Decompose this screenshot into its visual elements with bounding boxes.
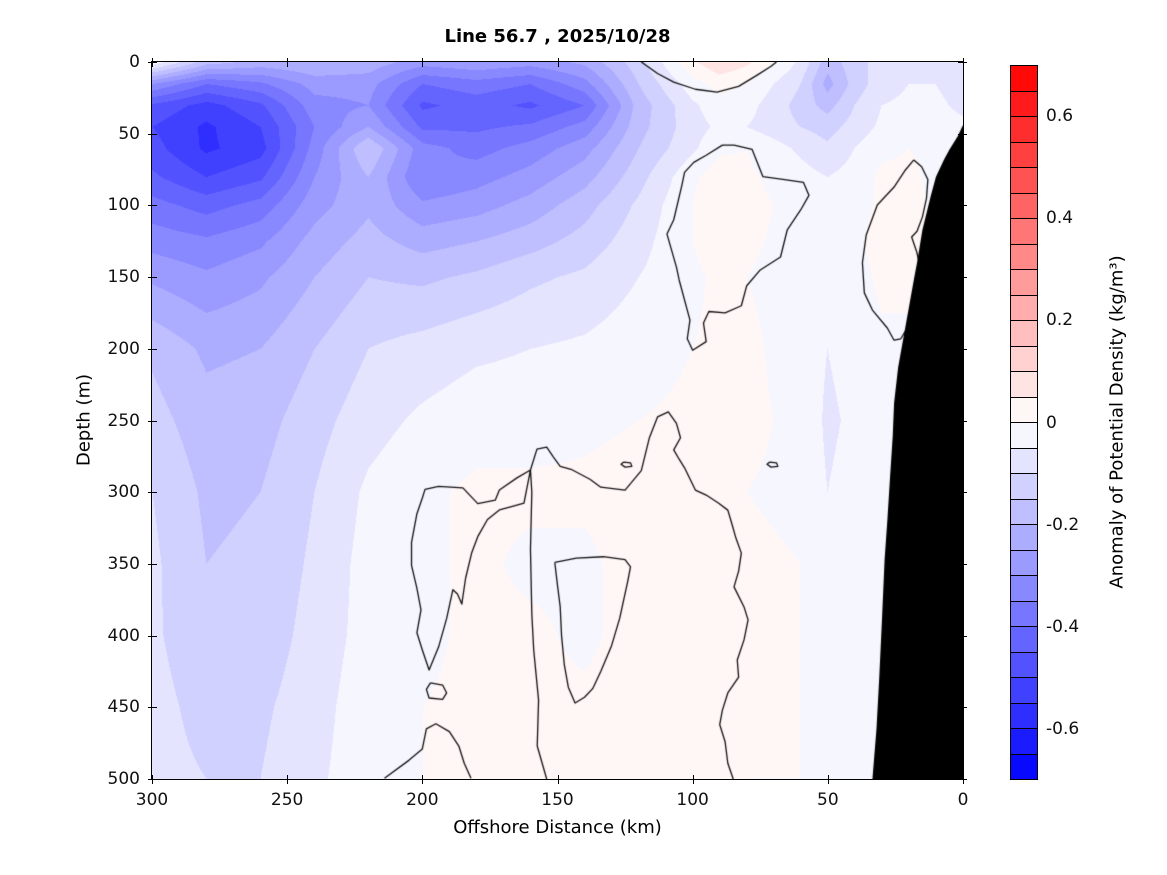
x-tick-top: [827, 58, 829, 67]
colorbar-segment: [1011, 320, 1037, 346]
colorbar-segment: [1011, 294, 1037, 320]
colorbar-segment: [1011, 192, 1037, 218]
y-tick-label: 500: [107, 769, 140, 789]
x-axis-label: Offshore Distance (km): [453, 817, 662, 838]
colorbar-segment: [1011, 66, 1037, 91]
y-tick-label: 250: [107, 410, 140, 431]
y-tick-label: 200: [107, 338, 140, 359]
y-tick-label: 400: [107, 625, 140, 646]
x-tick-label: 250: [270, 790, 304, 810]
x-tick-label: 50: [817, 790, 839, 810]
y-tick-label: 150: [107, 267, 140, 288]
y-tick: [148, 563, 157, 565]
y-tick: [148, 62, 157, 63]
colorbar-tick-label: -0.2: [1046, 514, 1080, 535]
colorbar-segment: [1011, 447, 1037, 473]
colorbar-segment: [1011, 473, 1037, 499]
colorbar-segment: [1011, 549, 1037, 575]
y-tick-label: 350: [107, 553, 140, 574]
colorbar-segment: [1011, 396, 1037, 422]
x-tick-label: 100: [676, 790, 709, 810]
y-tick-right: [958, 420, 967, 422]
colorbar-segment: [1011, 345, 1037, 371]
x-tick-label: 150: [541, 790, 574, 810]
colorbar-segment: [1011, 600, 1037, 626]
chart-title: Line 56.7 , 2025/10/28: [444, 26, 671, 47]
colorbar-axis-label: Anomaly of Potential Density (kg/m³): [1106, 255, 1128, 589]
x-tick: [557, 775, 559, 784]
y-tick: [148, 420, 157, 422]
y-tick: [148, 205, 157, 207]
y-tick-right: [958, 779, 967, 780]
y-tick: [148, 133, 157, 135]
colorbar-tick-label: -0.6: [1046, 718, 1080, 739]
y-tick-right: [958, 205, 967, 207]
colorbar-segment: [1011, 626, 1037, 652]
y-tick-right: [958, 563, 967, 565]
x-tick-top: [287, 58, 289, 67]
colorbar-segment: [1011, 141, 1037, 167]
y-tick-label: 50: [118, 123, 140, 144]
y-tick-right: [958, 492, 967, 494]
colorbar-segment: [1011, 498, 1037, 524]
colorbar: [1010, 65, 1038, 780]
y-tick-right: [958, 348, 967, 350]
colorbar-tick-label: 0.4: [1046, 208, 1074, 229]
x-tick-top: [692, 58, 694, 67]
y-tick-right: [958, 62, 967, 63]
y-tick-label: 300: [107, 482, 140, 503]
y-tick: [148, 635, 157, 637]
colorbar-tick-label: 0.2: [1046, 310, 1074, 331]
y-tick: [148, 277, 157, 279]
y-tick-label: 450: [107, 697, 140, 718]
colorbar-segment: [1011, 167, 1037, 193]
y-tick-label: 100: [107, 195, 140, 216]
colorbar-segment: [1011, 677, 1037, 703]
x-tick: [692, 775, 694, 784]
y-tick: [148, 492, 157, 494]
y-tick-right: [958, 133, 967, 135]
x-tick: [287, 775, 289, 784]
y-tick-label: 0: [129, 52, 140, 72]
colorbar-segment: [1011, 702, 1037, 728]
y-tick-right: [958, 707, 967, 709]
colorbar-segment: [1011, 269, 1037, 295]
y-tick: [148, 707, 157, 709]
colorbar-tick-label: 0: [1046, 412, 1057, 433]
colorbar-tick-label: 0.6: [1046, 106, 1074, 127]
colorbar-segment: [1011, 728, 1037, 754]
x-tick-label: 0: [957, 790, 969, 810]
x-tick-top: [422, 58, 424, 67]
contour-plot-canvas: [152, 62, 963, 779]
y-axis-label: Depth (m): [73, 373, 95, 467]
colorbar-segment: [1011, 753, 1037, 779]
y-tick-right: [958, 635, 967, 637]
colorbar-segment: [1011, 116, 1037, 142]
x-tick-top: [557, 58, 559, 67]
y-tick: [148, 348, 157, 350]
y-tick: [148, 779, 157, 780]
x-tick-label: 200: [406, 790, 439, 810]
colorbar-segment: [1011, 651, 1037, 677]
colorbar-segment: [1011, 524, 1037, 550]
colorbar-segment: [1011, 575, 1037, 601]
x-tick: [827, 775, 829, 784]
colorbar-segment: [1011, 218, 1037, 244]
plot-area: [151, 61, 964, 780]
colorbar-tick-label: -0.4: [1046, 616, 1080, 637]
y-tick-right: [958, 277, 967, 279]
colorbar-segment: [1011, 90, 1037, 116]
colorbar-segment: [1011, 243, 1037, 269]
colorbar-segment: [1011, 371, 1037, 397]
colorbar-segment: [1011, 422, 1037, 448]
x-tick: [422, 775, 424, 784]
x-tick-label: 300: [135, 790, 169, 810]
